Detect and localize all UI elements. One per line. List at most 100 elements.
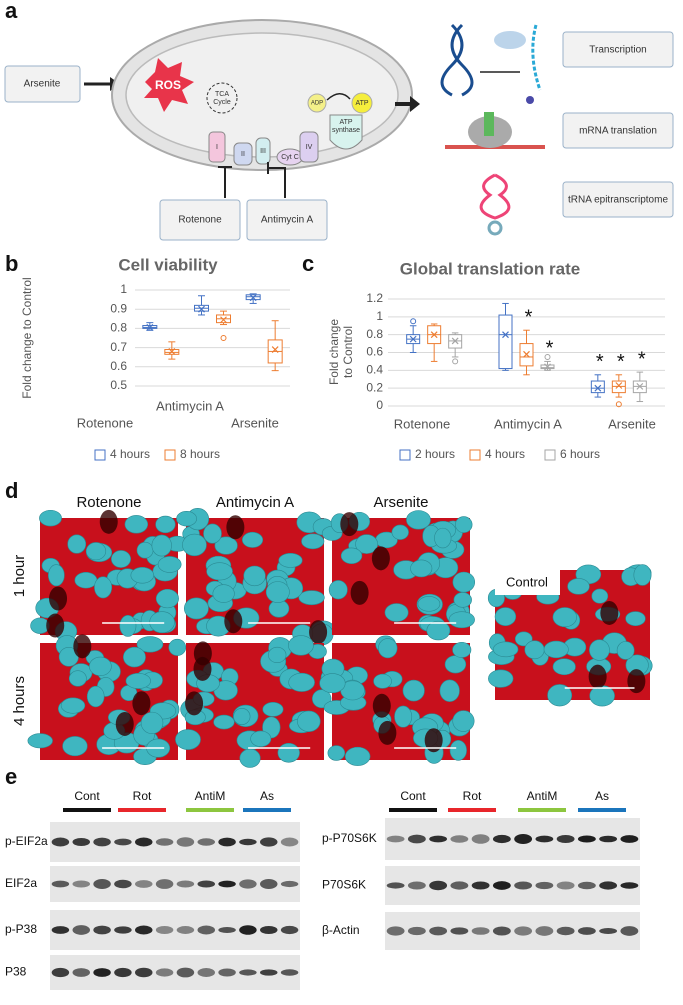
nucleus [212, 584, 235, 603]
y-tick-label: 0 [376, 398, 383, 412]
band [176, 967, 195, 978]
void [193, 656, 212, 681]
void [73, 634, 92, 659]
label: ADP [311, 101, 323, 107]
blots: Cont Rot AntiM As p-EIF2a EIF2a p-P38 P38 Cont Ro… [5, 789, 640, 990]
nucleus [547, 684, 573, 707]
nucleus [155, 515, 176, 534]
antimycin-box [246, 199, 328, 241]
band [51, 837, 70, 847]
void [99, 509, 118, 534]
nucleus [552, 607, 577, 628]
band [176, 926, 195, 934]
nucleus [123, 646, 146, 668]
charts: Cell viability Fold change to Control 0.5 0… [20, 255, 665, 461]
outlier [410, 318, 417, 325]
y-tick-label: 1 [120, 282, 127, 296]
arrow [326, 93, 351, 101]
nucleus [344, 746, 371, 766]
band [620, 835, 639, 843]
mean-marker [594, 384, 602, 392]
nucleus [455, 516, 473, 533]
output-box [562, 31, 674, 68]
nuclei [487, 564, 653, 707]
complex [299, 131, 319, 163]
x-tick-label: Arsenite [231, 415, 279, 430]
imaging: Rotenone Antimycin A Arsenite 1 hour 4 hours… [11, 494, 653, 768]
mean-marker [409, 335, 417, 343]
band [514, 926, 533, 936]
band [239, 838, 257, 846]
complex [233, 142, 253, 166]
x-tick-label: Rotenone [394, 416, 450, 431]
protein-label: p-EIF2a [5, 834, 48, 848]
legend-label: 2 hours [415, 447, 455, 461]
mean-marker [636, 382, 644, 390]
diagram: Arsenite ROS TCA Cycle I II III Cyt C IV… [4, 19, 674, 241]
band [218, 837, 236, 847]
nucleus [175, 729, 201, 750]
nucleus [410, 559, 433, 578]
band [556, 881, 575, 890]
group-bar [518, 808, 566, 812]
band [556, 834, 575, 844]
void [627, 669, 646, 694]
band [155, 925, 174, 935]
band [620, 926, 639, 936]
nuclei [321, 510, 476, 641]
void [371, 546, 390, 571]
band [114, 967, 132, 978]
blot-strip [385, 912, 640, 950]
band [51, 880, 70, 888]
void [600, 600, 619, 625]
band [492, 926, 511, 936]
nucleus [327, 745, 346, 761]
mean-marker [615, 382, 623, 389]
nucleus [48, 564, 65, 587]
band [155, 838, 174, 846]
panel-label: e [5, 764, 17, 789]
complex [255, 137, 271, 165]
adp [307, 93, 327, 113]
chart-title: Cell viability [118, 255, 218, 274]
band [135, 925, 153, 935]
y-axis-label: Fold change [327, 319, 341, 385]
output-box [562, 181, 674, 218]
band [176, 880, 195, 888]
band [492, 881, 511, 890]
column-label: Antimycin A [216, 494, 294, 511]
band [280, 925, 299, 935]
group-bar [448, 808, 496, 812]
band [51, 926, 70, 934]
protein-label: p-P70S6K [322, 831, 377, 845]
label: Antimycin A [261, 215, 314, 226]
nucleus [417, 596, 441, 612]
nucleus [426, 620, 451, 641]
polymerase-icon [494, 31, 526, 49]
label: Cycle [213, 99, 231, 106]
nucleus [434, 527, 452, 549]
nucleus [543, 640, 569, 659]
significance: * [617, 351, 625, 373]
band [280, 837, 299, 847]
band [599, 881, 618, 890]
label: tRNA epitranscriptome [568, 195, 668, 206]
column-label: Arsenite [373, 494, 428, 511]
nucleus [119, 614, 137, 637]
band [577, 881, 596, 890]
panel-label: d [5, 478, 18, 503]
band [260, 837, 278, 847]
nucleus [288, 672, 315, 692]
void [424, 728, 443, 753]
nucleus [448, 611, 475, 629]
legend-swatch [94, 449, 106, 461]
mean-marker [249, 294, 257, 302]
protein-label: p-P38 [5, 922, 37, 936]
band [599, 835, 618, 843]
band [72, 925, 90, 935]
band [114, 926, 132, 934]
nucleus [176, 511, 197, 527]
nucleus [157, 556, 182, 573]
nucleus [182, 533, 207, 557]
void [309, 620, 328, 645]
